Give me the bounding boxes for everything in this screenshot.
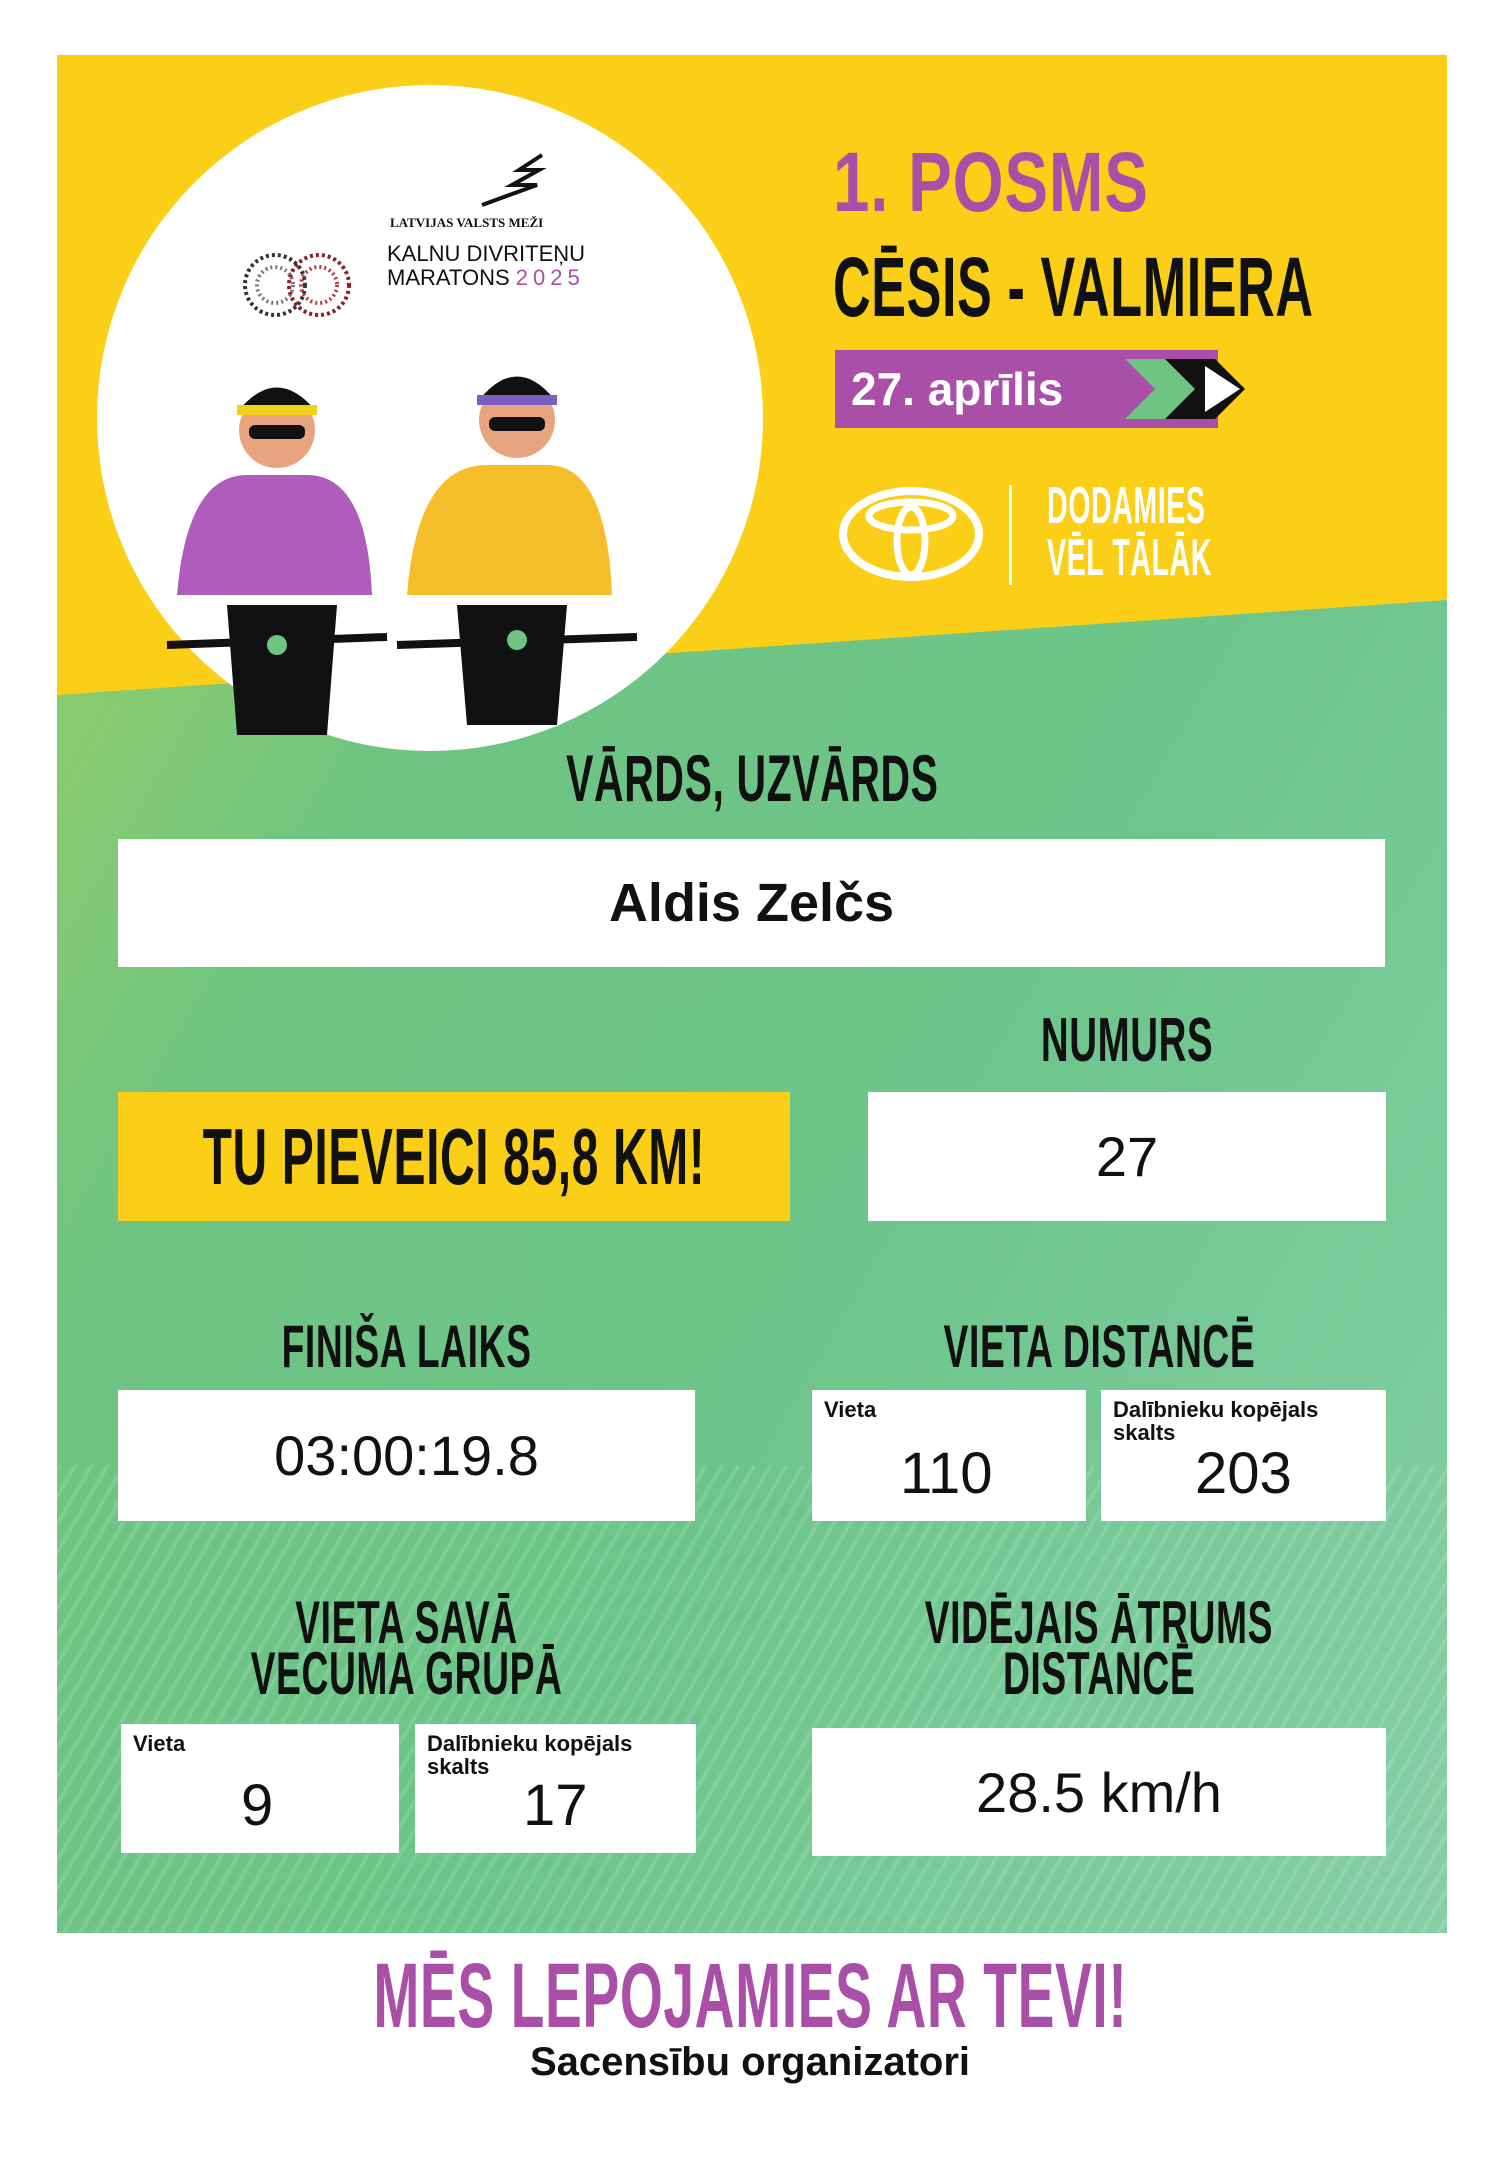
forest-logo-icon (481, 153, 547, 207)
slogan-line2: VĒL TĀLĀK (1047, 529, 1212, 587)
avg-speed: 28.5 km/h (976, 1760, 1222, 1824)
participant-name: Aldis Zelčs (608, 873, 895, 933)
finish-time-box: 03:00:19.8 (118, 1390, 695, 1521)
footer-signature: Sacensību organizatori (529, 2040, 971, 2084)
cyclists-illustration (166, 376, 638, 735)
finish-time: 03:00:19.8 (274, 1424, 539, 1487)
age-place-box: Vieta 9 (121, 1724, 399, 1853)
age-group-label-line1: VIETA SAVĀ (295, 1589, 518, 1656)
place-label: Vieta (133, 1731, 186, 1756)
number-box: 27 (868, 1092, 1386, 1221)
age-total-box: Dalībnieku kopējals skalts 17 (415, 1724, 696, 1853)
stage-title: 1. POSMS (833, 135, 1149, 229)
avg-speed-label-line1: VIDĒJAIS ĀTRUMS (924, 1589, 1274, 1656)
avg-speed-box: 28.5 km/h (812, 1728, 1386, 1856)
avg-speed-label-line2: DISTANCĒ (1002, 1640, 1196, 1707)
date-banner: 27. aprīlis (835, 350, 1245, 428)
name-label: VĀRDS, UZVĀRDS (565, 741, 939, 815)
route-title: CĒSIS - VALMIERA (833, 240, 1314, 334)
green-background (57, 600, 1447, 1933)
event-date: 27. aprīlis (851, 363, 1064, 415)
toyota-logo-icon (839, 487, 983, 581)
divider (1009, 485, 1012, 585)
total-label: Dalībnieku kopējals skalts (427, 1731, 633, 1780)
distance-total-value: 203 (1195, 1441, 1292, 1506)
number-label: NUMURS (1040, 1006, 1214, 1075)
event-year: 2025 (515, 265, 585, 291)
sponsor-name: LATVIJAS VALSTS MEŽI (390, 215, 544, 230)
event-name-line2: MARATONS (387, 265, 510, 291)
total-label: Dalībnieku kopējals skalts (1113, 1397, 1319, 1446)
place-label: Vieta (824, 1397, 877, 1422)
distance-place-value: 110 (900, 1441, 993, 1506)
certificate-poster: LATVIJAS VALSTS MEŽI KALNU DIVRITEŅU MAR… (57, 55, 1447, 1933)
distance-banner: TU PIEVEICI 85,8 KM! (118, 1092, 790, 1221)
distance-place-box: Vieta 110 (812, 1390, 1086, 1521)
name-box: Aldis Zelčs (118, 839, 1385, 967)
slogan-line1: DODAMIES (1047, 477, 1206, 535)
footer-message: MĒS LEPOJAMIES AR TEVI! (373, 1945, 1127, 2047)
bib-number: 27 (1095, 1125, 1159, 1188)
event-name-line1: KALNU DIVRITEŅU (387, 241, 586, 266)
distance-total-box: Dalībnieku kopējals skalts 203 (1101, 1390, 1386, 1521)
distance-text: TU PIEVEICI 85,8 KM! (202, 1111, 706, 1201)
finish-time-label: FINIŠA LAIKS (281, 1313, 532, 1380)
arrow-icon (1125, 359, 1245, 419)
age-total-value: 17 (523, 1773, 588, 1838)
distance-place-label: VIETA DISTANCĒ (943, 1313, 1255, 1380)
wheel-logo-icon (243, 253, 351, 317)
age-place-value: 9 (241, 1773, 274, 1838)
age-group-label-line2: VECUMA GRUPĀ (250, 1640, 563, 1707)
